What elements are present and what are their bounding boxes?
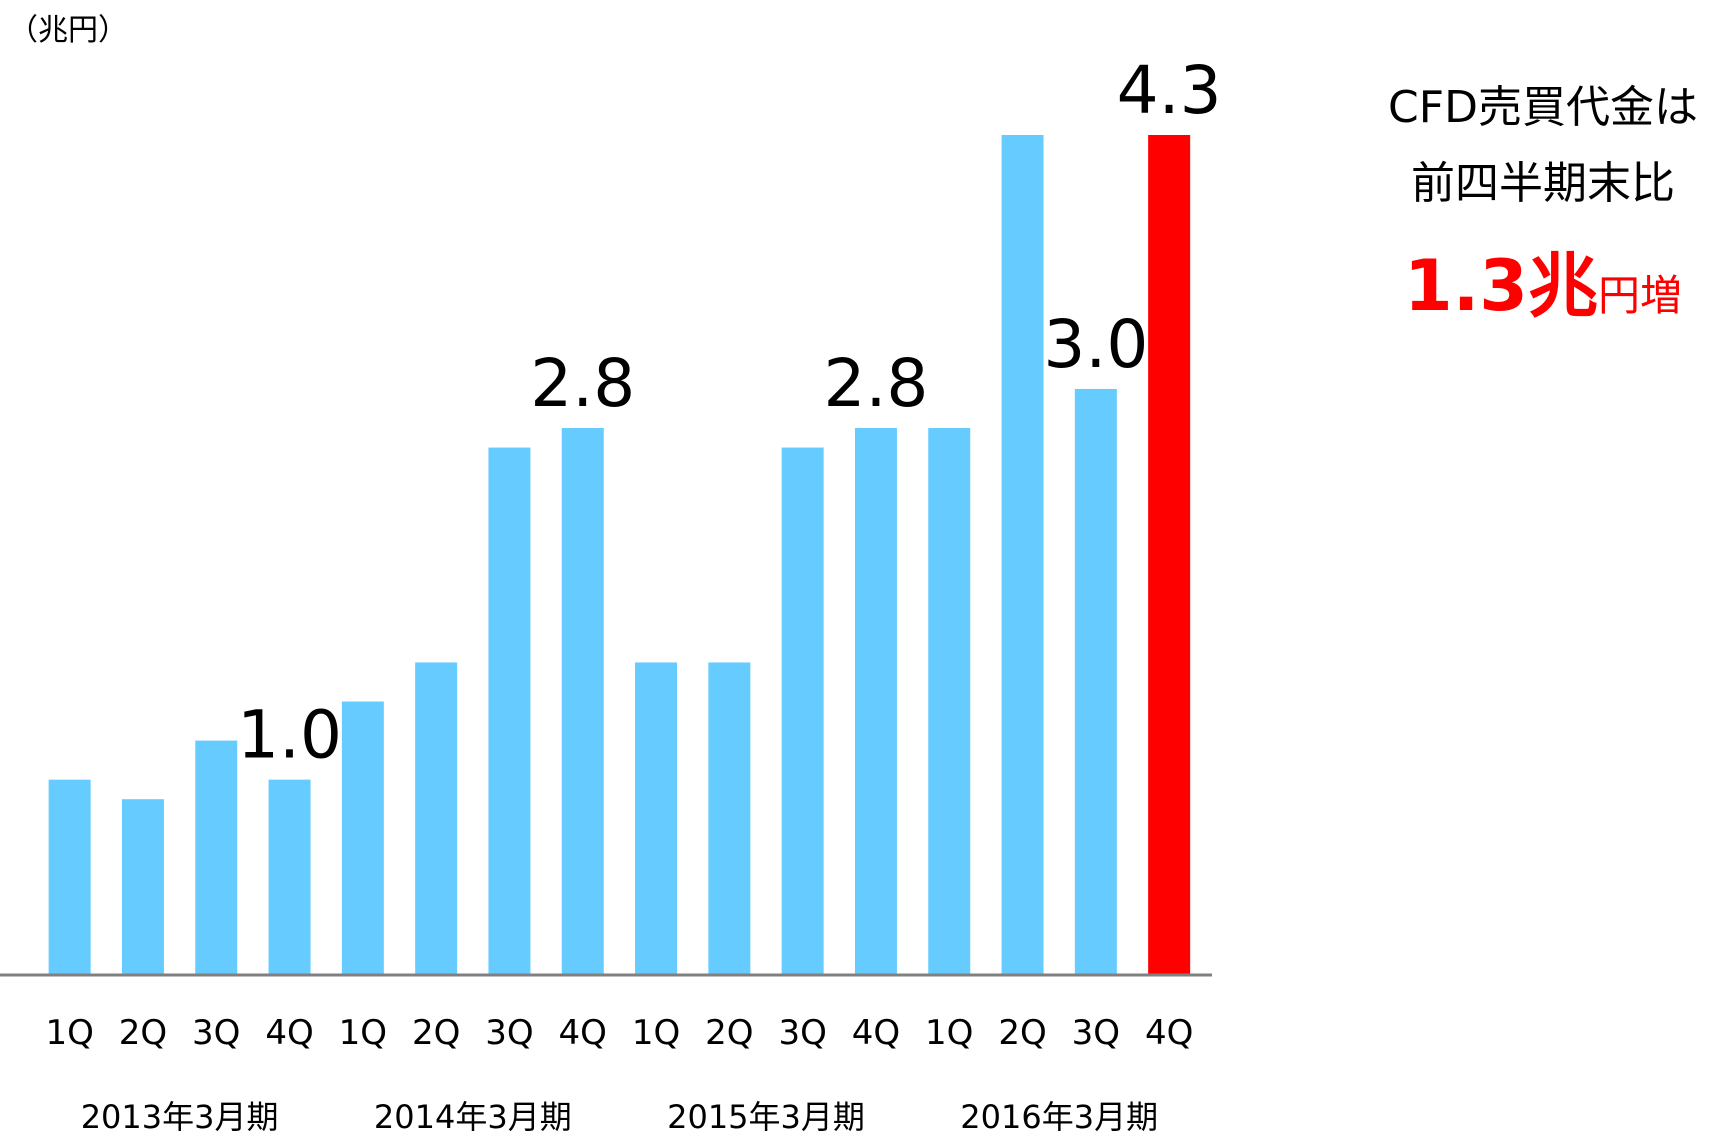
bar (415, 662, 458, 975)
x-tick-label: 1Q (925, 1013, 973, 1053)
value-label: 3.0 (1043, 306, 1148, 383)
x-tick-label: 3Q (1072, 1013, 1120, 1053)
value-label: 2.8 (823, 345, 928, 422)
x-tick-label: 2Q (412, 1013, 460, 1053)
annotation-suffix: 円増 (1598, 271, 1682, 320)
unit-label: （兆円） (8, 13, 128, 48)
bar (708, 662, 751, 975)
x-tick-label: 4Q (559, 1013, 607, 1053)
bar (488, 447, 531, 976)
annotation-line: 前四半期末比 (1411, 158, 1675, 209)
value-label: 4.3 (1117, 52, 1222, 129)
x-tick-label: 1Q (339, 1013, 387, 1053)
group-label: 2015年3月期 (667, 1098, 865, 1134)
x-tick-label: 4Q (852, 1013, 900, 1053)
bar (1074, 388, 1117, 975)
x-tick-label: 1Q (45, 1013, 93, 1053)
x-tick-label: 4Q (265, 1013, 313, 1053)
bar (1148, 135, 1191, 975)
annotation-highlight: 1.3兆円増 (1404, 245, 1682, 327)
x-tick-label: 1Q (632, 1013, 680, 1053)
annotation-value: 1.3兆 (1404, 245, 1598, 327)
x-tick-label: 2Q (705, 1013, 753, 1053)
value-label: 2.8 (530, 345, 635, 422)
x-tick-label: 2Q (998, 1013, 1046, 1053)
bar (781, 447, 824, 976)
group-label: 2016年3月期 (960, 1098, 1158, 1134)
value-label: 1.0 (237, 697, 342, 774)
group-label: 2013年3月期 (81, 1098, 279, 1134)
bar (928, 428, 971, 975)
bar (1001, 135, 1044, 975)
bar (854, 428, 897, 975)
bar (48, 779, 91, 975)
annotation-line: CFD売買代金は (1388, 82, 1698, 133)
bar (268, 779, 311, 975)
bar (195, 740, 238, 975)
x-tick-label: 3Q (778, 1013, 826, 1053)
x-tick-label: 4Q (1145, 1013, 1193, 1053)
bar (561, 428, 604, 975)
bar (635, 662, 678, 975)
bar (341, 701, 384, 975)
group-label: 2014年3月期 (374, 1098, 572, 1134)
x-tick-label: 3Q (485, 1013, 533, 1053)
bar (121, 799, 164, 975)
x-tick-label: 2Q (119, 1013, 167, 1053)
x-tick-label: 3Q (192, 1013, 240, 1053)
